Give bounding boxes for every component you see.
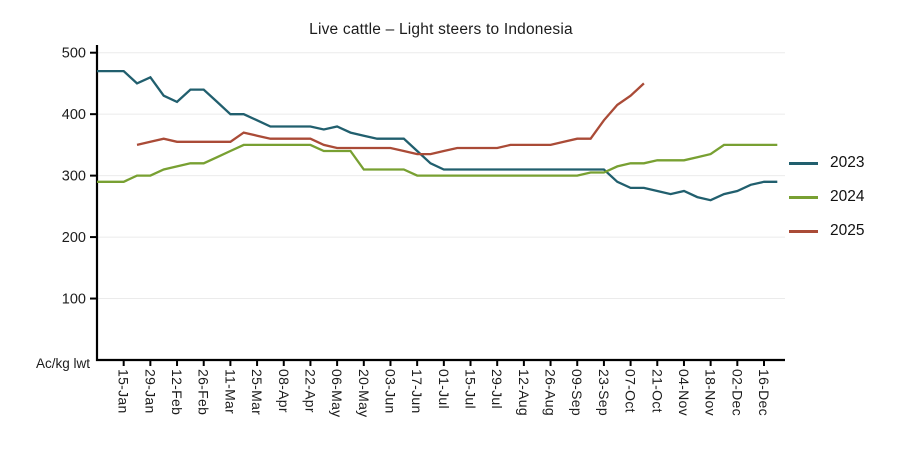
- x-tick-label: 26-Feb: [196, 369, 212, 415]
- x-tick-label: 22-Apr: [302, 369, 318, 413]
- x-tick-label: 25-Mar: [249, 369, 265, 415]
- x-tick-label: 04-Nov: [676, 369, 692, 416]
- y-tick-label: 200: [62, 230, 86, 246]
- legend-item-2024: 2024: [789, 180, 864, 214]
- series-line-2023: [97, 69, 778, 202]
- x-tick-label: 12-Aug: [516, 369, 532, 416]
- x-tick-label: 21-Oct: [649, 369, 665, 413]
- legend-swatch-2025: [789, 229, 818, 233]
- legend-item-2025: 2025: [789, 214, 864, 248]
- y-tick-label: 500: [62, 46, 86, 62]
- x-tick-label: 17-Jun: [409, 369, 425, 414]
- series-line-2024: [97, 143, 778, 183]
- x-tick-label: 29-Jan: [142, 369, 158, 414]
- legend-label-2025: 2025: [830, 222, 865, 239]
- x-tick-label: 16-Dec: [756, 369, 772, 416]
- legend-label-2023: 2023: [830, 154, 865, 171]
- x-tick-label: 09-Sep: [569, 369, 585, 416]
- x-tick-label: 02-Dec: [729, 369, 745, 416]
- y-axis-unit-label: Ac/kg lwt: [35, 356, 90, 371]
- x-tick-label: 01-Jul: [436, 369, 452, 409]
- x-tick-label: 15-Jul: [463, 369, 479, 409]
- legend-item-2023: 2023: [789, 146, 864, 180]
- x-tick-label: 12-Feb: [169, 369, 185, 415]
- legend-swatch-2023: [789, 161, 818, 165]
- axes: [95, 45, 785, 362]
- y-tick-label: 300: [62, 169, 86, 185]
- x-tick-label: 20-May: [356, 369, 372, 417]
- x-tick-label: 26-Aug: [543, 369, 559, 416]
- chart-title: Live cattle – Light steers to Indonesia: [309, 21, 573, 38]
- x-tick-label: 23-Sep: [596, 369, 612, 416]
- x-tick-label: 29-Jul: [489, 369, 505, 409]
- x-tick-label: 03-Jun: [382, 369, 398, 414]
- series-line-2025: [136, 82, 645, 156]
- legend-swatch-2024: [789, 195, 818, 199]
- x-tick-label: 06-May: [329, 369, 345, 417]
- x-tick-label: 07-Oct: [623, 369, 639, 413]
- y-tick-label: 400: [62, 107, 86, 123]
- legend: 2023 2024 2025: [789, 146, 864, 248]
- x-tick-label: 11-Mar: [222, 369, 238, 414]
- y-tick-label: 100: [62, 292, 86, 308]
- x-tick-label: 08-Apr: [276, 369, 292, 413]
- x-tick-label: 15-Jan: [116, 369, 132, 414]
- x-tick-label: 18-Nov: [703, 369, 719, 416]
- legend-label-2024: 2024: [830, 188, 865, 205]
